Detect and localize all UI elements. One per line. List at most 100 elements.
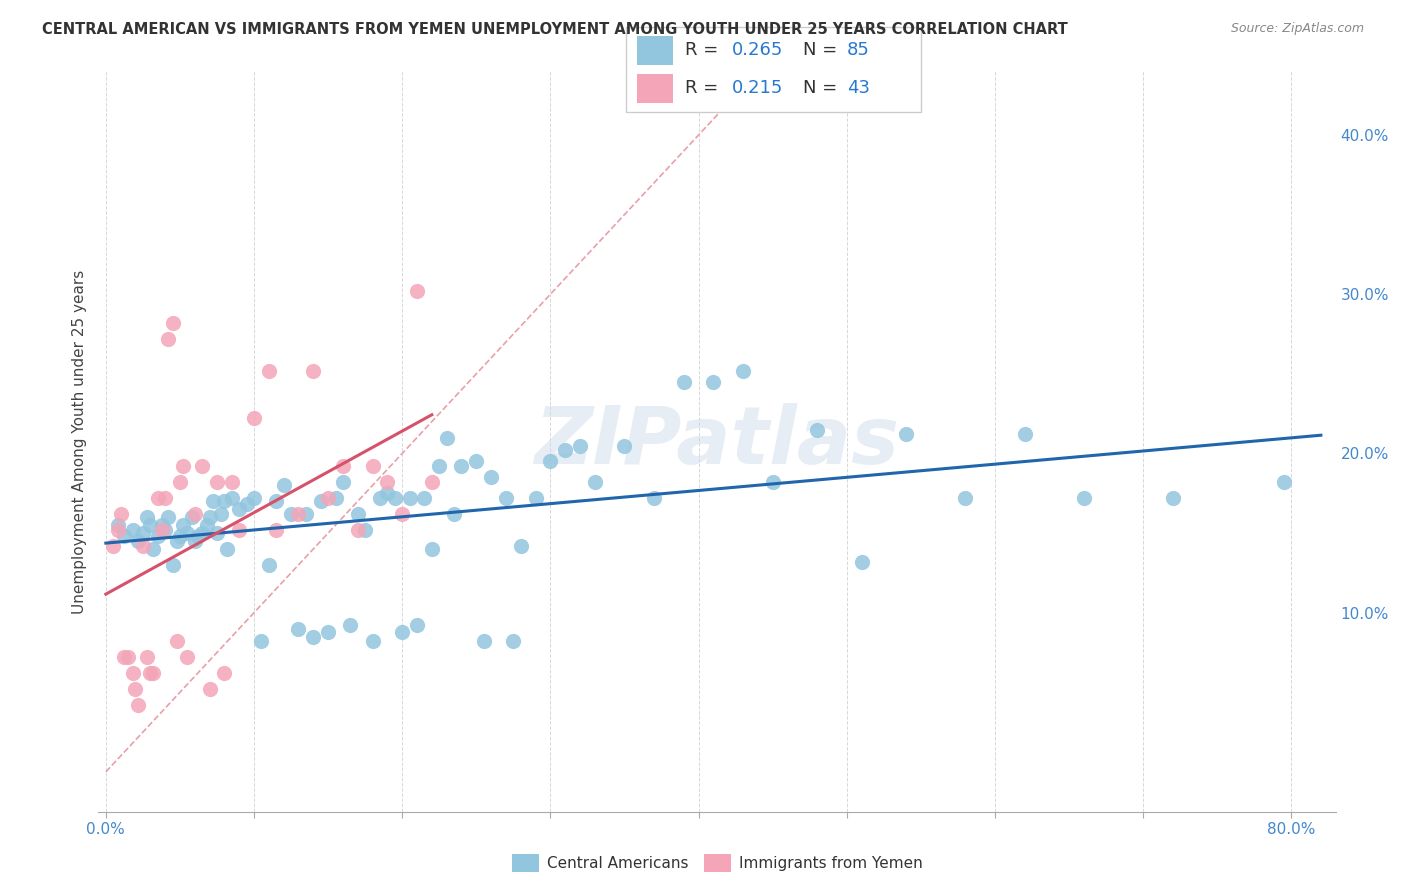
Point: [1272, 475, 1295, 490]
Point: [132, 539, 155, 553]
Point: [264, 523, 287, 537]
Point: [280, 507, 302, 521]
Point: [495, 491, 517, 505]
Point: [184, 507, 207, 521]
Point: [172, 518, 194, 533]
Text: ZIPatlas: ZIPatlas: [534, 402, 900, 481]
Point: [153, 523, 176, 537]
Point: [264, 494, 287, 508]
Point: [142, 666, 165, 681]
Text: N =: N =: [803, 78, 842, 96]
Point: [479, 470, 502, 484]
Point: [332, 475, 354, 490]
Point: [894, 427, 917, 442]
Point: [731, 364, 754, 378]
Point: [180, 510, 202, 524]
FancyBboxPatch shape: [626, 27, 921, 112]
Point: [762, 475, 785, 490]
Text: 85: 85: [846, 41, 870, 59]
Point: [221, 491, 243, 505]
Text: Source: ZipAtlas.com: Source: ZipAtlas.com: [1230, 22, 1364, 36]
Point: [346, 523, 368, 537]
Point: [176, 526, 198, 541]
Point: [346, 507, 368, 521]
Point: [103, 539, 125, 553]
Point: [107, 518, 129, 533]
Point: [502, 634, 524, 648]
Point: [176, 650, 198, 665]
Point: [127, 534, 149, 549]
Text: 43: 43: [846, 78, 870, 96]
Point: [110, 507, 132, 521]
Text: R =: R =: [685, 78, 724, 96]
Point: [121, 523, 143, 537]
Point: [436, 431, 458, 445]
Point: [377, 486, 399, 500]
Point: [132, 526, 155, 541]
Point: [250, 634, 273, 648]
Point: [117, 650, 139, 665]
Point: [112, 650, 135, 665]
Point: [127, 698, 149, 712]
Point: [1073, 491, 1095, 505]
Point: [302, 364, 325, 378]
Point: [702, 375, 724, 389]
Point: [209, 507, 232, 521]
Point: [406, 618, 429, 632]
Point: [146, 529, 169, 543]
Point: [851, 555, 873, 569]
Point: [406, 284, 429, 298]
Point: [198, 682, 221, 697]
Point: [162, 558, 184, 572]
Point: [339, 618, 361, 632]
Point: [806, 423, 828, 437]
Point: [198, 510, 221, 524]
Point: [139, 518, 162, 533]
Point: [142, 541, 165, 556]
Point: [124, 682, 146, 697]
Point: [443, 507, 465, 521]
Point: [287, 507, 309, 521]
Point: [309, 494, 332, 508]
Point: [228, 502, 250, 516]
Point: [295, 507, 318, 521]
Point: [257, 558, 280, 572]
Point: [162, 316, 184, 330]
Text: 0.215: 0.215: [733, 78, 783, 96]
Point: [332, 459, 354, 474]
Point: [398, 491, 420, 505]
Point: [205, 526, 228, 541]
Point: [955, 491, 977, 505]
Point: [316, 624, 339, 639]
Point: [361, 459, 384, 474]
Point: [201, 494, 224, 508]
Point: [184, 534, 207, 549]
Y-axis label: Unemployment Among Youth under 25 years: Unemployment Among Youth under 25 years: [72, 269, 87, 614]
Point: [391, 624, 413, 639]
Point: [146, 491, 169, 505]
Point: [172, 459, 194, 474]
Point: [112, 529, 135, 543]
Point: [136, 510, 159, 524]
Point: [191, 526, 214, 541]
Point: [420, 541, 443, 556]
Point: [554, 443, 576, 458]
Point: [384, 491, 406, 505]
Text: N =: N =: [803, 41, 842, 59]
Point: [166, 634, 188, 648]
Point: [150, 518, 173, 533]
Point: [672, 375, 695, 389]
Point: [302, 630, 325, 644]
Point: [361, 634, 384, 648]
Point: [214, 666, 236, 681]
Point: [217, 541, 239, 556]
Point: [538, 454, 561, 468]
Legend: Central Americans, Immigrants from Yemen: Central Americans, Immigrants from Yemen: [506, 848, 928, 878]
Point: [465, 454, 488, 468]
Point: [354, 523, 377, 537]
Point: [427, 459, 450, 474]
Point: [121, 666, 143, 681]
Text: CENTRAL AMERICAN VS IMMIGRANTS FROM YEMEN UNEMPLOYMENT AMONG YOUTH UNDER 25 YEAR: CENTRAL AMERICAN VS IMMIGRANTS FROM YEME…: [42, 22, 1069, 37]
Bar: [637, 74, 673, 103]
Point: [413, 491, 436, 505]
